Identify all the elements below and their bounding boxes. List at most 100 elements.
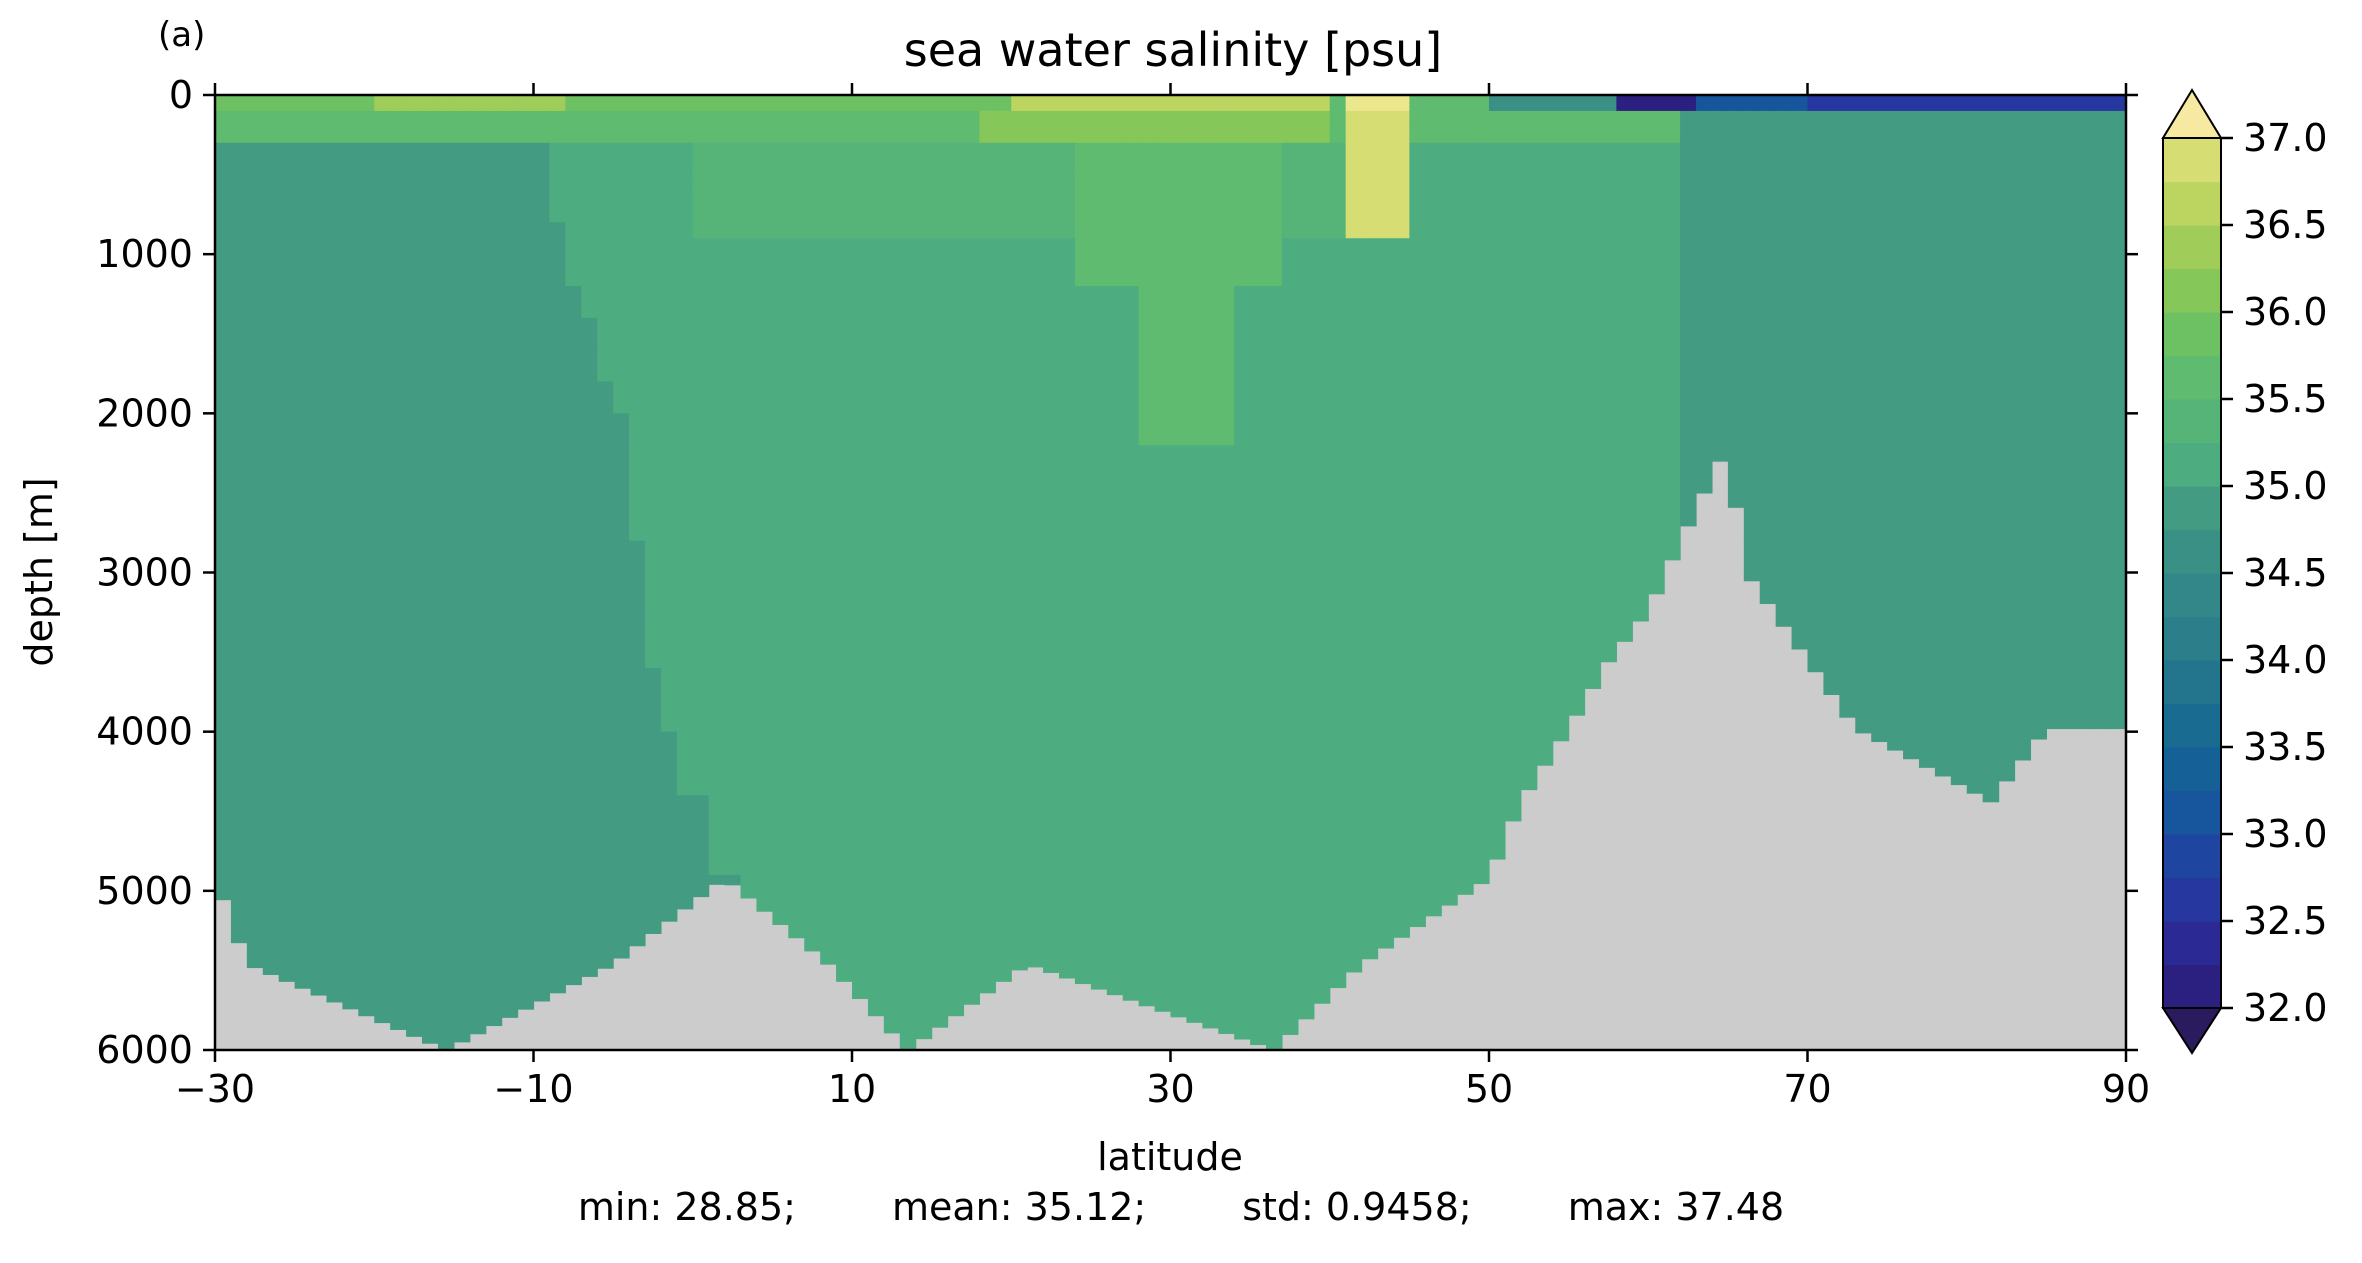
salinity-cell (1154, 381, 1172, 414)
salinity-cell (517, 572, 535, 621)
salinity-cell (246, 126, 264, 136)
salinity-cell (1441, 102, 1458, 108)
salinity-cell (947, 98, 965, 104)
salinity-cell (1011, 110, 1028, 117)
x-tick-label: 70 (1783, 1067, 1831, 1111)
salinity-cell (788, 134, 805, 144)
salinity-cell (1839, 477, 1856, 510)
salinity-cell (1855, 115, 1872, 122)
salinity-cell (326, 110, 343, 117)
salinity-cell (294, 190, 312, 208)
salinity-cell (2062, 190, 2079, 208)
salinity-cell (437, 115, 455, 122)
salinity-cell (1457, 413, 1474, 446)
salinity-cell (1473, 206, 1490, 223)
salinity-cell (2062, 106, 2079, 112)
salinity-cell (565, 120, 582, 128)
salinity-cell (820, 795, 837, 876)
salinity-cell (1027, 508, 1044, 542)
salinity-cell (1934, 445, 1952, 478)
salinity-cell (1297, 158, 1315, 176)
salinity-cell (485, 445, 503, 478)
salinity-cell (1170, 95, 1188, 100)
salinity-cell (278, 134, 296, 144)
salinity-cell (788, 731, 805, 796)
salinity-cell (215, 126, 232, 136)
salinity-cell (1202, 413, 1219, 446)
salinity-cell (262, 222, 280, 239)
salinity-cell (1154, 668, 1172, 733)
salinity-cell (1791, 158, 1809, 176)
salinity-cell (453, 238, 471, 255)
salinity-cell (1122, 222, 1140, 239)
salinity-cell (724, 508, 742, 542)
salinity-cell (1520, 540, 1538, 574)
salinity-cell (390, 620, 407, 669)
salinity-cell (852, 126, 869, 136)
salinity-cell (1345, 620, 1363, 669)
salinity-cell (1568, 110, 1586, 117)
salinity-cell (740, 98, 758, 104)
salinity-cell (422, 158, 439, 176)
salinity-cell (1106, 174, 1124, 192)
salinity-cell (1552, 98, 1570, 104)
salinity-cell (262, 317, 280, 351)
salinity-cell (1489, 126, 1506, 136)
salinity-cell (820, 874, 837, 956)
salinity-cell (278, 158, 296, 176)
salinity-cell (915, 222, 933, 239)
salinity-cell (1727, 106, 1745, 112)
salinity-cell (1791, 286, 1809, 319)
salinity-cell (708, 110, 726, 117)
salinity-cell (1154, 206, 1172, 223)
salinity-cell (1154, 954, 1172, 1012)
salinity-cell (1457, 126, 1474, 136)
salinity-cell (1823, 120, 1840, 128)
salinity-cell (342, 126, 359, 136)
salinity-cell (1345, 508, 1363, 542)
salinity-cell (1250, 190, 1267, 208)
salinity-cell (1855, 238, 1872, 255)
salinity-cell (867, 206, 885, 223)
salinity-cell (756, 238, 773, 255)
salinity-cell (772, 142, 789, 160)
salinity-cell (1536, 668, 1554, 733)
salinity-cell (1393, 115, 1410, 122)
salinity-cell (1361, 349, 1379, 383)
salinity-cell (660, 95, 678, 100)
salinity-cell (501, 142, 519, 160)
salinity-cell (708, 286, 726, 319)
salinity-cell (215, 158, 232, 176)
salinity-cell (230, 158, 248, 176)
salinity-cell (1918, 190, 1936, 208)
y-tick-label: 5000 (96, 869, 193, 913)
salinity-cell (1313, 508, 1331, 542)
salinity-cell (2014, 190, 2032, 208)
salinity-cell (883, 190, 901, 208)
salinity-cell (1696, 206, 1713, 223)
salinity-cell (246, 120, 264, 128)
salinity-cell (1074, 120, 1092, 128)
salinity-cell (1982, 508, 2000, 542)
salinity-cell (644, 142, 662, 160)
salinity-cell (1186, 142, 1203, 160)
salinity-cell (326, 142, 343, 160)
salinity-cell (1377, 238, 1395, 255)
salinity-cell (215, 238, 232, 255)
salinity-cell (995, 286, 1012, 319)
salinity-cell (644, 286, 662, 319)
salinity-cell (1839, 620, 1856, 669)
salinity-cell (1074, 110, 1092, 117)
salinity-cell (1950, 668, 1968, 733)
salinity-cell (820, 572, 837, 621)
salinity-cell (1616, 381, 1633, 414)
salinity-cell (1218, 174, 1235, 192)
salinity-cell (947, 110, 965, 117)
colorbar-tick-label: 34.0 (2243, 638, 2328, 682)
salinity-cell (1425, 445, 1442, 478)
salinity-cell (326, 102, 343, 108)
salinity-cell (1106, 795, 1124, 876)
salinity-cell (915, 134, 933, 144)
salinity-cell (1074, 572, 1092, 621)
salinity-cell (788, 349, 805, 383)
